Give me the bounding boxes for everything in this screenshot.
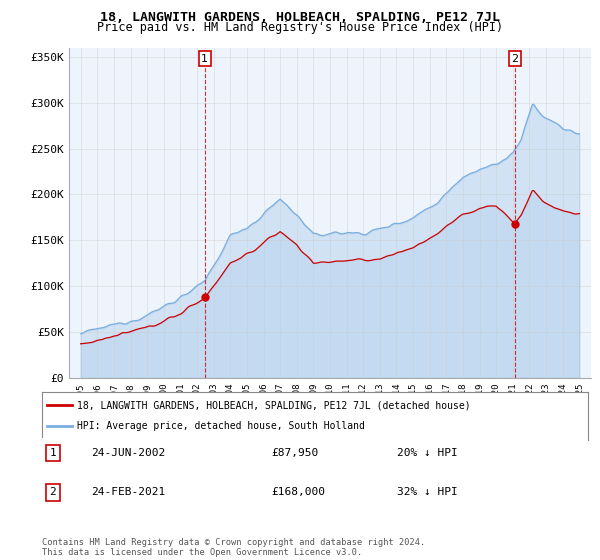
Text: 18, LANGWITH GARDENS, HOLBEACH, SPALDING, PE12 7JL (detached house): 18, LANGWITH GARDENS, HOLBEACH, SPALDING… xyxy=(77,400,471,410)
Text: 2: 2 xyxy=(50,487,56,497)
Text: 24-FEB-2021: 24-FEB-2021 xyxy=(91,487,166,497)
Text: 18, LANGWITH GARDENS, HOLBEACH, SPALDING, PE12 7JL: 18, LANGWITH GARDENS, HOLBEACH, SPALDING… xyxy=(100,11,500,24)
Text: £168,000: £168,000 xyxy=(271,487,325,497)
Text: Price paid vs. HM Land Registry's House Price Index (HPI): Price paid vs. HM Land Registry's House … xyxy=(97,21,503,34)
Text: 2: 2 xyxy=(511,54,518,64)
Text: 24-JUN-2002: 24-JUN-2002 xyxy=(91,448,166,458)
Text: HPI: Average price, detached house, South Holland: HPI: Average price, detached house, Sout… xyxy=(77,421,365,431)
Text: £87,950: £87,950 xyxy=(271,448,319,458)
Text: 32% ↓ HPI: 32% ↓ HPI xyxy=(397,487,458,497)
Text: 1: 1 xyxy=(50,448,56,458)
Text: 20% ↓ HPI: 20% ↓ HPI xyxy=(397,448,458,458)
Text: 1: 1 xyxy=(202,54,208,64)
Text: Contains HM Land Registry data © Crown copyright and database right 2024.
This d: Contains HM Land Registry data © Crown c… xyxy=(42,538,425,557)
